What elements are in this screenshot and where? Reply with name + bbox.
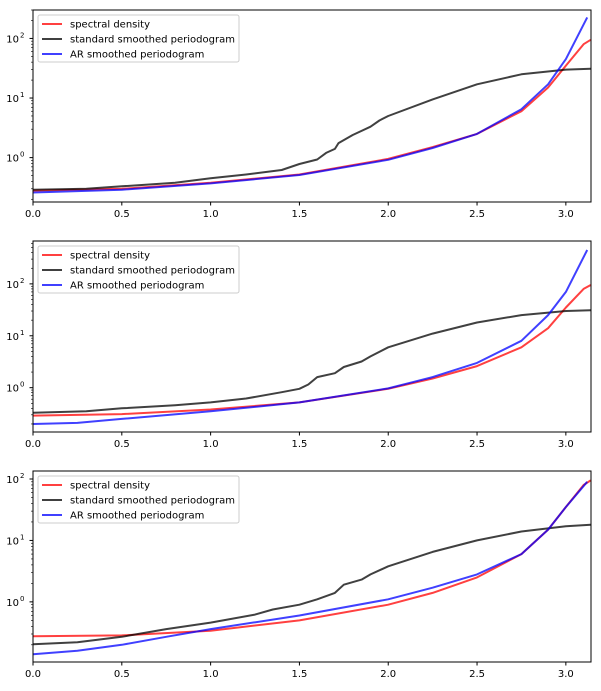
y-tick-label: 10 — [6, 34, 19, 45]
series-line-3 — [33, 481, 588, 656]
x-tick-label: 0.5 — [114, 439, 130, 450]
x-tick-label: 3.0 — [558, 439, 574, 450]
legend-label: spectral density — [70, 481, 150, 492]
series-line-2 — [33, 523, 591, 646]
y-tick-exponent: 1 — [20, 329, 24, 337]
x-tick-label: 0.5 — [114, 209, 130, 220]
legend-box — [37, 245, 240, 294]
x-tick-label: 2.0 — [380, 209, 396, 220]
y-tick-label: 10 — [6, 154, 19, 165]
y-tick-label: 10 — [6, 536, 19, 547]
y-tick-exponent: 2 — [20, 31, 24, 39]
y-tick-exponent: 1 — [20, 533, 24, 541]
legend-label: AR smoothed periodogram — [70, 511, 204, 522]
y-tick-label: 10 — [6, 280, 19, 291]
legend: spectral density standard smoothed period… — [37, 245, 240, 294]
x-tick-label: 1.0 — [203, 439, 219, 450]
legend-label: standard smoothed periodogram — [70, 35, 235, 46]
y-tick-exponent: 0 — [20, 381, 24, 389]
y-tick-exponent: 2 — [20, 277, 24, 285]
x-tick-label: 0.0 — [25, 669, 41, 680]
axes-frame — [32, 470, 592, 663]
x-tick-label: 2.5 — [469, 209, 485, 220]
legend-label: standard smoothed periodogram — [70, 266, 235, 277]
series-line-3 — [33, 249, 589, 425]
series-line-2 — [33, 309, 591, 414]
series-line-2 — [33, 67, 591, 191]
x-tick-label: 3.0 — [558, 209, 574, 220]
x-tick-label: 1.0 — [203, 209, 219, 220]
legend-label: AR smoothed periodogram — [70, 281, 204, 292]
y-tick-exponent: 0 — [20, 151, 24, 159]
x-tick-label: 0.0 — [25, 439, 41, 450]
x-tick-label: 1.5 — [291, 209, 307, 220]
y-tick-exponent: 0 — [20, 595, 24, 603]
x-tick-label: 1.5 — [291, 669, 307, 680]
series-line-3 — [33, 16, 589, 194]
y-tick-exponent: 1 — [20, 91, 24, 99]
x-tick-label: 2.5 — [469, 439, 485, 450]
legend: spectral density standard smoothed period… — [37, 14, 240, 63]
legend: spectral density standard smoothed period… — [37, 475, 240, 524]
axes-frame — [32, 9, 592, 203]
series-line-1 — [33, 284, 591, 417]
legend-label: AR smoothed periodogram — [70, 50, 204, 61]
legend-box — [37, 14, 240, 63]
legend-label: spectral density — [70, 20, 150, 31]
y-tick-exponent: 2 — [20, 472, 24, 480]
legend-label: standard smoothed periodogram — [70, 496, 235, 507]
y-tick-label: 10 — [6, 384, 19, 395]
x-tick-label: 3.0 — [558, 669, 574, 680]
x-tick-label: 0.0 — [25, 209, 41, 220]
y-tick-label: 10 — [6, 332, 19, 343]
legend-label: spectral density — [70, 251, 150, 262]
x-tick-label: 1.5 — [291, 439, 307, 450]
x-tick-label: 2.0 — [380, 439, 396, 450]
y-tick-label: 10 — [6, 598, 19, 609]
y-tick-label: 10 — [6, 475, 19, 486]
x-tick-label: 0.5 — [114, 669, 130, 680]
x-tick-label: 2.5 — [469, 669, 485, 680]
axes-frame — [32, 240, 592, 433]
legend-box — [37, 475, 240, 524]
y-tick-label: 10 — [6, 94, 19, 105]
x-tick-label: 1.0 — [203, 669, 219, 680]
x-tick-label: 2.0 — [380, 669, 396, 680]
